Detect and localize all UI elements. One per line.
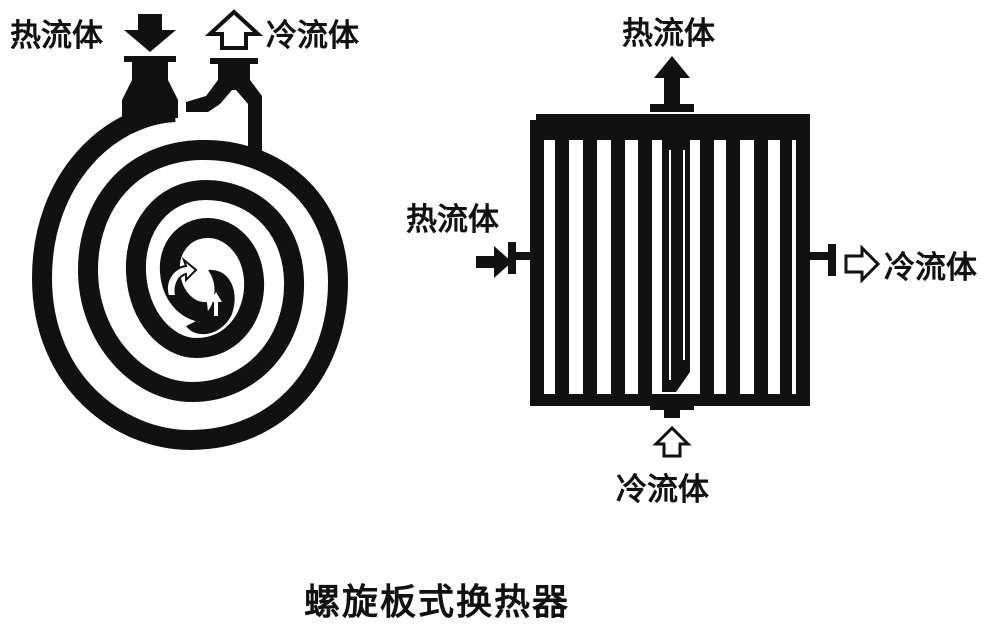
hot-nozzle-flange [124, 56, 176, 62]
plate [638, 140, 652, 394]
cold-outlet-nozzle [186, 62, 262, 160]
hot-out-arrow-icon [654, 56, 690, 96]
plate [555, 140, 569, 394]
plate [780, 140, 792, 394]
bottom-nozzle-flange [650, 404, 694, 410]
cold-inlet-label: 冷流体 [616, 472, 709, 508]
plate [583, 140, 597, 394]
central-core [662, 140, 690, 392]
diagram-caption: 螺旋板式换热器 [304, 582, 570, 623]
plate [754, 140, 768, 394]
core-up-arrow-2 [210, 292, 222, 316]
core-curved-arrow-1 [166, 256, 198, 297]
left-nozzle-flange [508, 242, 516, 274]
hot-fluid-inlet-label: 热流体 [10, 18, 103, 54]
right-nozzle [810, 252, 834, 260]
shell-top-plate [536, 114, 810, 140]
cold-out-arrow-icon [844, 244, 881, 284]
section-view: 热流体 热流体 [406, 16, 977, 508]
cold-arrow-up-icon [204, 9, 264, 50]
top-nozzle-stem [664, 96, 680, 106]
shell-right-wall [796, 120, 810, 406]
plate [611, 140, 625, 394]
shell-left-wall [530, 120, 544, 406]
cold-nozzle-flange [210, 58, 258, 64]
spiral-exchanger-view: 热流体 冷流体 [10, 9, 359, 451]
hot-in-arrow-icon [476, 246, 512, 278]
plate [726, 140, 740, 394]
shell-bottom-plate [530, 394, 808, 406]
hot-inlet-label: 热流体 [406, 202, 499, 238]
right-nozzle-flange [828, 244, 836, 276]
plate [700, 140, 714, 394]
cold-in-arrow-icon [652, 425, 692, 458]
cold-outlet-label: 冷流体 [884, 250, 977, 286]
plate-stack [555, 140, 792, 394]
top-nozzle-flange [650, 104, 694, 112]
hot-arrow-down-icon [124, 14, 176, 52]
hot-outlet-label: 热流体 [622, 16, 715, 52]
left-nozzle [510, 252, 532, 260]
cold-fluid-outlet-label: 冷流体 [266, 18, 359, 54]
spiral-core [186, 269, 235, 335]
spiral-channel-hot [31, 102, 349, 451]
bottom-nozzle-stem [664, 408, 680, 418]
